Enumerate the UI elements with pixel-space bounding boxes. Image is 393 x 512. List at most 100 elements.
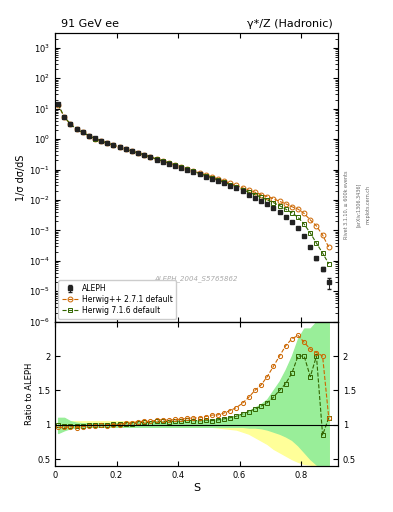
Herwig 7.1.6 default: [327, 261, 331, 267]
Herwig++ 2.7.1 default: [314, 223, 319, 229]
Herwig++ 2.7.1 default: [203, 172, 208, 178]
Herwig 7.1.6 default: [160, 158, 165, 164]
Herwig++ 2.7.1 default: [191, 168, 196, 174]
Herwig 7.1.6 default: [86, 133, 91, 139]
Herwig++ 2.7.1 default: [74, 126, 79, 133]
Herwig++ 2.7.1 default: [136, 150, 140, 156]
Herwig 7.1.6 default: [185, 166, 190, 173]
Herwig++ 2.7.1 default: [56, 101, 61, 108]
Herwig 7.1.6 default: [302, 221, 307, 227]
Herwig 7.1.6 default: [259, 194, 263, 200]
Herwig 7.1.6 default: [179, 164, 184, 170]
Herwig++ 2.7.1 default: [240, 185, 245, 191]
Herwig 7.1.6 default: [111, 142, 116, 148]
Text: ALEPH_2004_S5765862: ALEPH_2004_S5765862: [155, 275, 238, 282]
Herwig 7.1.6 default: [240, 186, 245, 193]
Herwig 7.1.6 default: [93, 136, 97, 142]
Herwig 7.1.6 default: [80, 129, 85, 135]
Herwig++ 2.7.1 default: [234, 182, 239, 188]
Herwig++ 2.7.1 default: [253, 189, 257, 195]
Herwig++ 2.7.1 default: [327, 244, 331, 250]
Herwig++ 2.7.1 default: [62, 114, 66, 120]
Text: γ*/Z (Hadronic): γ*/Z (Hadronic): [246, 19, 332, 29]
Herwig++ 2.7.1 default: [259, 191, 263, 198]
Herwig 7.1.6 default: [234, 184, 239, 190]
Herwig 7.1.6 default: [117, 144, 122, 150]
Herwig++ 2.7.1 default: [302, 210, 307, 217]
Herwig++ 2.7.1 default: [222, 178, 226, 184]
Herwig++ 2.7.1 default: [93, 136, 97, 142]
Herwig 7.1.6 default: [283, 206, 288, 212]
Herwig++ 2.7.1 default: [179, 164, 184, 170]
Herwig++ 2.7.1 default: [320, 232, 325, 238]
Herwig 7.1.6 default: [253, 191, 257, 198]
Legend: ALEPH, Herwig++ 2.7.1 default, Herwig 7.1.6 default: ALEPH, Herwig++ 2.7.1 default, Herwig 7.…: [58, 280, 176, 318]
Herwig 7.1.6 default: [136, 150, 140, 156]
Text: Rivet 3.1.10, ≥ 600k events: Rivet 3.1.10, ≥ 600k events: [344, 170, 349, 239]
Herwig 7.1.6 default: [173, 162, 177, 168]
Herwig++ 2.7.1 default: [209, 174, 214, 180]
Herwig 7.1.6 default: [228, 182, 233, 188]
Herwig 7.1.6 default: [308, 230, 313, 236]
Herwig 7.1.6 default: [314, 240, 319, 246]
Herwig++ 2.7.1 default: [105, 140, 110, 146]
Herwig 7.1.6 default: [265, 197, 270, 203]
Herwig 7.1.6 default: [191, 168, 196, 175]
Herwig++ 2.7.1 default: [111, 142, 116, 148]
Herwig 7.1.6 default: [62, 114, 66, 120]
Line: Herwig 7.1.6 default: Herwig 7.1.6 default: [56, 102, 331, 266]
X-axis label: S: S: [193, 482, 200, 493]
Y-axis label: 1/σ dσ/dS: 1/σ dσ/dS: [16, 154, 26, 201]
Herwig++ 2.7.1 default: [185, 166, 190, 172]
Herwig++ 2.7.1 default: [99, 138, 103, 144]
Herwig++ 2.7.1 default: [154, 156, 159, 162]
Herwig 7.1.6 default: [123, 146, 128, 152]
Herwig++ 2.7.1 default: [148, 154, 153, 160]
Herwig 7.1.6 default: [167, 160, 171, 166]
Herwig++ 2.7.1 default: [290, 204, 294, 210]
Herwig++ 2.7.1 default: [142, 152, 147, 158]
Herwig++ 2.7.1 default: [197, 170, 202, 176]
Herwig 7.1.6 default: [296, 214, 300, 220]
Herwig 7.1.6 default: [68, 121, 73, 127]
Herwig 7.1.6 default: [142, 152, 147, 158]
Herwig 7.1.6 default: [203, 173, 208, 179]
Herwig 7.1.6 default: [277, 203, 282, 209]
Herwig++ 2.7.1 default: [130, 148, 134, 154]
Herwig++ 2.7.1 default: [296, 206, 300, 212]
Line: Herwig++ 2.7.1 default: Herwig++ 2.7.1 default: [56, 102, 331, 250]
Herwig 7.1.6 default: [320, 250, 325, 256]
Herwig++ 2.7.1 default: [277, 198, 282, 204]
Herwig++ 2.7.1 default: [246, 187, 251, 193]
Herwig 7.1.6 default: [74, 126, 79, 132]
Text: 91 GeV ee: 91 GeV ee: [61, 19, 119, 29]
Herwig 7.1.6 default: [99, 138, 103, 144]
Herwig 7.1.6 default: [216, 177, 220, 183]
Herwig++ 2.7.1 default: [283, 201, 288, 207]
Herwig 7.1.6 default: [271, 200, 276, 206]
Herwig++ 2.7.1 default: [216, 176, 220, 182]
Herwig++ 2.7.1 default: [86, 133, 91, 139]
Herwig 7.1.6 default: [56, 101, 61, 108]
Herwig++ 2.7.1 default: [80, 130, 85, 136]
Herwig 7.1.6 default: [209, 175, 214, 181]
Herwig++ 2.7.1 default: [117, 144, 122, 151]
Herwig++ 2.7.1 default: [68, 121, 73, 127]
Herwig++ 2.7.1 default: [271, 196, 276, 202]
Herwig++ 2.7.1 default: [228, 180, 233, 186]
Herwig++ 2.7.1 default: [123, 146, 128, 152]
Text: mcplots.cern.ch: mcplots.cern.ch: [365, 185, 371, 224]
Herwig++ 2.7.1 default: [308, 217, 313, 223]
Herwig++ 2.7.1 default: [265, 194, 270, 200]
Herwig++ 2.7.1 default: [160, 158, 165, 164]
Herwig++ 2.7.1 default: [173, 162, 177, 168]
Herwig 7.1.6 default: [130, 148, 134, 154]
Text: [arXiv:1306.3436]: [arXiv:1306.3436]: [356, 183, 361, 227]
Herwig 7.1.6 default: [148, 154, 153, 160]
Herwig 7.1.6 default: [222, 179, 226, 185]
Herwig 7.1.6 default: [290, 210, 294, 216]
Herwig 7.1.6 default: [246, 189, 251, 195]
Y-axis label: Ratio to ALEPH: Ratio to ALEPH: [25, 362, 34, 425]
Herwig 7.1.6 default: [197, 170, 202, 177]
Herwig 7.1.6 default: [154, 156, 159, 162]
